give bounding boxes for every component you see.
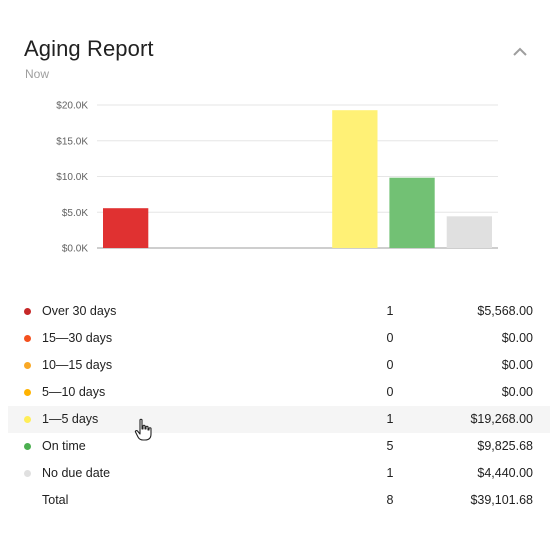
- chevron-up-icon: [513, 47, 527, 56]
- collapse-button[interactable]: [506, 38, 534, 66]
- bar[interactable]: [389, 177, 435, 248]
- aging-bar-chart: $0.0K $5.0K $10.0K $15.0K $20.0K: [0, 90, 550, 270]
- y-tick-label: $0.0K: [62, 244, 88, 255]
- y-tick-label: $5.0K: [62, 208, 88, 219]
- row-color-dot: [24, 362, 31, 369]
- chart-svg: $0.0K $5.0K $10.0K $15.0K $20.0K: [56, 101, 498, 255]
- table-row[interactable]: 1—5 days 1 $19,268.00: [8, 406, 550, 433]
- row-count: 1: [386, 466, 394, 480]
- table-row[interactable]: On time 5 $9,825.68: [8, 433, 550, 460]
- row-count: 0: [386, 331, 394, 345]
- row-count: 0: [386, 385, 394, 399]
- row-color-dot: [24, 443, 31, 450]
- row-label: 1—5 days: [42, 412, 99, 426]
- y-tick-label: $20.0K: [56, 101, 88, 112]
- table-row[interactable]: No due date 1 $4,440.00: [8, 460, 550, 487]
- row-amount: $0.00: [501, 331, 533, 345]
- row-amount: $19,268.00: [470, 412, 533, 426]
- row-label: On time: [42, 439, 86, 453]
- table-row[interactable]: 15—30 days 0 $0.00: [8, 325, 550, 352]
- row-amount: $9,825.68: [477, 439, 533, 453]
- row-color-dot: [24, 335, 31, 342]
- row-color-dot: [24, 470, 31, 477]
- bar[interactable]: [446, 216, 492, 248]
- row-amount: $5,568.00: [477, 304, 533, 318]
- row-label: 10—15 days: [42, 358, 113, 372]
- bar[interactable]: [103, 208, 149, 248]
- row-amount: $4,440.00: [477, 466, 533, 480]
- table-row[interactable]: 5—10 days 0 $0.00: [8, 379, 550, 406]
- card-subtitle: Now: [25, 67, 50, 81]
- y-tick-label: $10.0K: [56, 172, 88, 183]
- row-color-dot: [24, 389, 31, 396]
- total-count: 8: [386, 493, 394, 507]
- row-count: 1: [386, 412, 394, 426]
- bar[interactable]: [332, 110, 378, 248]
- table-total-row: Total 8 $39,101.68: [8, 487, 550, 514]
- row-color-dot: [24, 308, 31, 315]
- row-count: 0: [386, 358, 394, 372]
- row-color-dot: [24, 416, 31, 423]
- row-label: No due date: [42, 466, 111, 480]
- row-count: 1: [386, 304, 394, 318]
- card-title: Aging Report: [24, 36, 154, 61]
- row-amount: $0.00: [501, 385, 533, 399]
- total-label: Total: [42, 493, 69, 507]
- aging-table: Over 30 days 1 $5,568.00 15—30 days 0 $0…: [8, 298, 550, 514]
- table-row[interactable]: 10—15 days 0 $0.00: [8, 352, 550, 379]
- total-amount: $39,101.68: [470, 493, 533, 507]
- row-amount: $0.00: [501, 358, 533, 372]
- row-label: 15—30 days: [42, 331, 113, 345]
- row-count: 5: [386, 439, 394, 453]
- y-tick-label: $15.0K: [56, 136, 88, 147]
- table-row[interactable]: Over 30 days 1 $5,568.00: [8, 298, 550, 325]
- row-label: Over 30 days: [42, 304, 117, 318]
- row-label: 5—10 days: [42, 385, 106, 399]
